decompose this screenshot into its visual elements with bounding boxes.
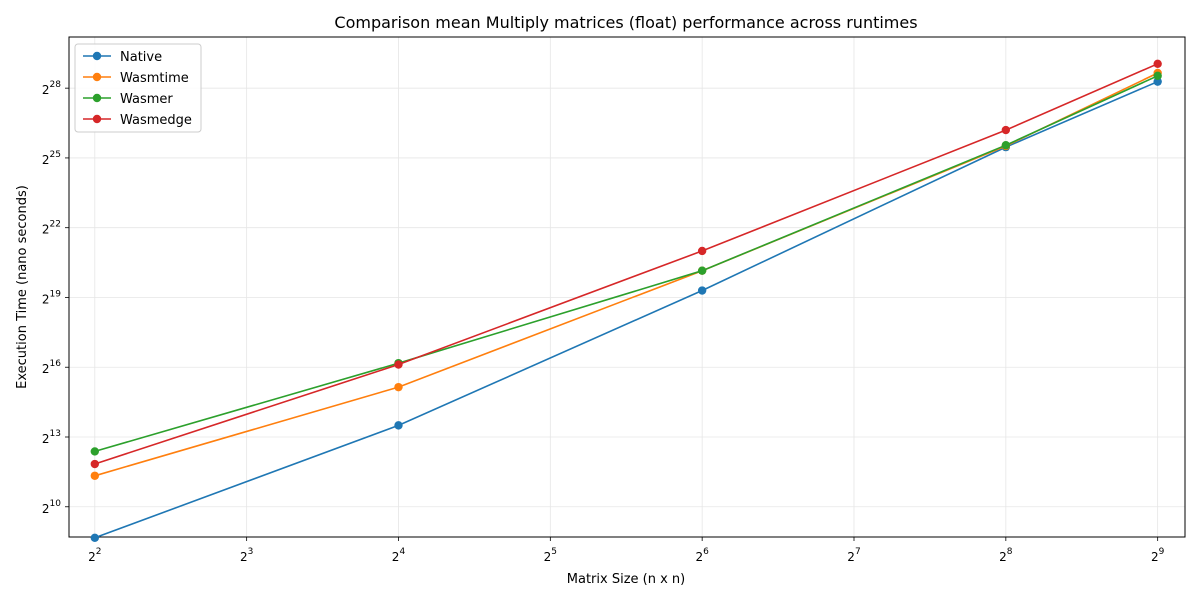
legend-label: Wasmedge <box>120 113 192 128</box>
data-point-native <box>90 533 100 543</box>
legend-box <box>74 43 202 133</box>
legend-label: Native <box>120 50 162 65</box>
legend-label: Wasmtime <box>120 71 189 86</box>
y-tick-label: 219 <box>42 289 61 306</box>
x-tick-label: 24 <box>392 547 406 564</box>
series-lines <box>90 59 1162 543</box>
data-point-wasmer <box>1001 141 1011 150</box>
series-wasmtime <box>90 68 1162 480</box>
legend: Native Wasmtime Wasmer Wasmedge <box>74 43 202 133</box>
x-tick-label: 23 <box>240 547 253 564</box>
x-tick-label: 28 <box>999 547 1013 564</box>
plot-area-frame <box>68 36 1186 538</box>
y-tick-label: 225 <box>42 150 61 167</box>
data-point-wasmer <box>697 266 707 275</box>
x-tick-label: 25 <box>544 547 557 564</box>
legend-item-native: Native <box>83 50 162 65</box>
legend-item-wasmedge: Wasmedge <box>83 113 192 128</box>
data-point-wasmedge <box>1153 59 1162 68</box>
legend-swatch-marker <box>92 93 102 103</box>
legend-swatch-marker <box>92 72 102 82</box>
legend-item-wasmtime: Wasmtime <box>83 71 189 86</box>
data-point-native <box>697 286 707 295</box>
x-tick-label: 22 <box>88 547 101 564</box>
data-point-wasmtime <box>90 471 100 480</box>
legend-label: Wasmer <box>120 92 173 107</box>
grid <box>69 37 1185 537</box>
series-wasmedge <box>90 59 1162 469</box>
data-point-wasmedge <box>697 246 707 256</box>
legend-item-wasmer: Wasmer <box>83 92 173 107</box>
y-tick-label: 216 <box>42 359 61 376</box>
y-tick-label: 213 <box>42 429 61 446</box>
legend-swatch-marker <box>92 51 102 61</box>
data-point-wasmedge <box>394 360 403 369</box>
chart-title: Comparison mean Multiply matrices (float… <box>334 13 917 32</box>
axis-ticks: 22 23 24 25 26 27 28 29 210 213 216 219 222 225 228 <box>42 80 1165 564</box>
data-point-native <box>1153 77 1162 86</box>
data-point-wasmer <box>90 447 100 456</box>
data-point-wasmedge <box>90 459 100 469</box>
series-line-wasmedge <box>94 63 1159 465</box>
series-wasmer <box>90 71 1162 456</box>
legend-swatch-marker <box>92 114 102 124</box>
y-tick-label: 228 <box>42 80 61 97</box>
y-axis-label: Execution Time (nano seconds) <box>15 185 30 389</box>
x-axis-label: Matrix Size (n x n) <box>567 572 685 587</box>
data-point-wasmtime <box>394 382 403 392</box>
x-tick-label: 29 <box>1151 547 1165 564</box>
data-point-native <box>394 421 403 430</box>
series-line-native <box>94 80 1159 539</box>
x-tick-label: 27 <box>847 547 860 564</box>
y-tick-label: 222 <box>42 220 61 237</box>
series-line-wasmer <box>94 75 1159 453</box>
data-point-wasmedge <box>1001 125 1011 135</box>
x-tick-label: 26 <box>695 547 709 564</box>
data-point-wasmer <box>1153 71 1162 81</box>
y-tick-label: 210 <box>42 499 61 516</box>
